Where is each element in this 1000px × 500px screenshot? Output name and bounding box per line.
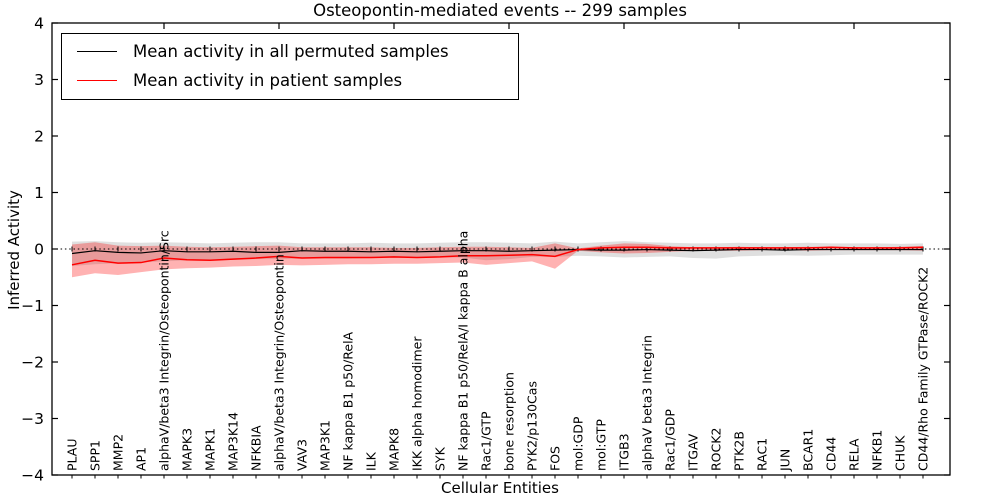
x-entity-label: ITGB3	[617, 433, 632, 471]
chart-title: Osteopontin-mediated events -- 299 sampl…	[313, 1, 687, 20]
y-tick-label: −1	[21, 297, 44, 315]
patient-samples-band	[72, 242, 923, 278]
x-entity-label: alphaV/beta3 Integrin/Osteopontin	[272, 254, 287, 471]
x-entity-label: NFKBIA	[249, 425, 264, 471]
x-entity-label: ILK	[364, 451, 379, 471]
x-entity-label: PTK2B	[732, 431, 747, 471]
y-tick-label: 3	[34, 71, 44, 89]
y-tick-label: −2	[21, 354, 44, 372]
legend-item-permuted: Mean activity in all permuted samples	[62, 37, 518, 66]
y-tick-label: −4	[21, 467, 44, 485]
x-entity-label: MAPK3	[180, 428, 195, 471]
x-entity-label: bone resorption	[502, 372, 517, 471]
x-entity-label: ROCK2	[709, 428, 724, 471]
x-entity-label: SPP1	[88, 440, 103, 471]
x-axis-label: Cellular Entities	[441, 479, 559, 497]
x-entity-label: mol:GDP	[571, 416, 586, 471]
legend-label-patient: Mean activity in patient samples	[133, 71, 403, 90]
x-entity-label: CD44/Rho Family GTPase/ROCK2	[916, 267, 931, 471]
x-entity-label: alphaV beta3 Integrin	[640, 335, 655, 471]
x-entity-label: alphaV/beta3 Integrin/Osteopontin/Src	[157, 230, 172, 471]
permuted-mean-line	[71, 248, 923, 255]
legend-label-permuted: Mean activity in all permuted samples	[133, 42, 449, 61]
x-entity-label: IKK alpha homodimer	[410, 336, 425, 471]
y-tick-label: 4	[34, 15, 44, 33]
x-entity-label: ITGAV	[686, 433, 701, 471]
x-entity-label: JUN	[778, 449, 793, 472]
x-entity-label: NF kappa B1 p50/RelA/I kappa B alpha	[456, 231, 471, 471]
patient-mean-line	[71, 246, 924, 266]
x-entity-label: mol:GTP	[594, 419, 609, 471]
y-tick-label: −3	[21, 410, 44, 428]
legend: Mean activity in all permuted samples Me…	[61, 33, 519, 100]
x-entity-label: SYK	[433, 446, 448, 471]
x-entity-label: AP1	[134, 447, 149, 471]
x-entity-label: RELA	[847, 438, 862, 471]
x-entity-label: MAP3K14	[226, 412, 241, 471]
x-entity-label: Rac1/GTP	[479, 411, 494, 471]
patient-line-swatch	[77, 80, 117, 81]
x-entity-label: PLAU	[65, 439, 80, 472]
x-entity-label: NF kappa B1 p50/RelA	[341, 331, 356, 471]
x-entity-label: CHUK	[893, 435, 908, 471]
x-entity-label: MMP2	[111, 434, 126, 471]
x-entity-label: BCAR1	[801, 429, 816, 471]
x-entity-label: FOS	[548, 446, 563, 471]
x-entity-label: MAP3K1	[318, 420, 333, 471]
y-tick-label: 0	[34, 241, 44, 259]
x-entity-label: NFKB1	[870, 430, 885, 471]
y-tick-label: 2	[34, 128, 44, 146]
x-entity-label: RAC1	[755, 438, 770, 471]
y-tick-label: 1	[34, 184, 44, 202]
legend-item-patient: Mean activity in patient samples	[62, 66, 518, 95]
x-entity-label: MAPK8	[387, 428, 402, 471]
x-entity-label: MAPK1	[203, 428, 218, 471]
x-entity-label: PYK2/p130Cas	[525, 381, 540, 471]
permuted-line-swatch	[77, 51, 117, 52]
x-entity-label: VAV3	[295, 439, 310, 471]
x-entity-label: Rac1/GDP	[663, 409, 678, 471]
x-entity-label: CD44	[824, 437, 839, 471]
y-axis-label: Inferred Activity	[5, 190, 23, 310]
